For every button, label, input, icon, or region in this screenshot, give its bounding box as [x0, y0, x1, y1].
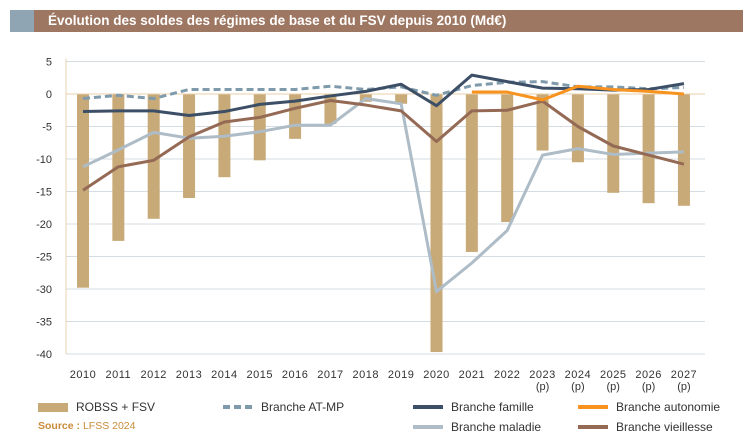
bar-robss-fsv	[183, 94, 196, 198]
x-tick-label: 2021	[459, 369, 485, 381]
source-value: LFSS 2024	[82, 420, 136, 432]
x-tick-label: 2027	[671, 369, 697, 381]
legend-item: Branche famille	[413, 400, 534, 414]
legend-swatch	[578, 405, 608, 409]
legend-item: Branche vieillesse	[578, 420, 713, 434]
bar-robss-fsv	[253, 94, 266, 161]
legend-label: Branche autonomie	[616, 400, 721, 414]
legend-swatch	[578, 425, 608, 429]
line-branche-autonomie	[471, 84, 685, 102]
bar-robss-fsv	[430, 94, 443, 353]
x-tick-label: 2011	[106, 369, 132, 381]
x-tick-label: 2018	[353, 369, 379, 381]
y-tick-label: 5	[46, 57, 52, 69]
legend-item: Branche AT-MP	[223, 400, 344, 414]
y-tick-label: -35	[36, 317, 52, 329]
y-tick-label: -10	[36, 154, 52, 166]
line-branche-maladie	[82, 97, 685, 294]
x-tick-label: 2025	[600, 369, 626, 381]
bar-robss-fsv	[677, 94, 690, 206]
legend-swatch	[38, 402, 68, 412]
x-tick-label: 2013	[176, 369, 202, 381]
chart-header: Évolution des soldes des régimes de base…	[10, 10, 743, 32]
legend-swatch	[413, 425, 443, 429]
x-tick-sublabel: (p)	[642, 381, 655, 393]
legend-item: ROBSS + FSV	[38, 400, 155, 414]
x-tick-sublabel: (p)	[536, 381, 549, 393]
bar-robss-fsv	[642, 94, 655, 204]
legend-item: Branche maladie	[413, 420, 541, 434]
y-tick-label: -15	[36, 187, 52, 199]
x-tick-sublabel: (p)	[571, 381, 584, 393]
x-tick-label: 2026	[635, 369, 661, 381]
x-tick-label: 2010	[70, 369, 96, 381]
y-tick-label: -5	[42, 122, 52, 134]
x-tick-label: 2020	[423, 369, 449, 381]
y-tick-label: -30	[36, 284, 52, 296]
legend-label: ROBSS + FSV	[76, 400, 156, 414]
header-square	[10, 10, 34, 32]
x-tick-label: 2012	[140, 369, 166, 381]
x-tick-label: 2024	[565, 369, 591, 381]
y-tick-label: -40	[36, 349, 52, 361]
legend-label: Branche maladie	[451, 420, 542, 434]
chart-title: Évolution des soldes des régimes de base…	[34, 10, 743, 32]
bar-robss-fsv	[395, 94, 408, 104]
bar-robss-fsv	[77, 94, 89, 288]
bar-robss-fsv	[147, 94, 160, 219]
x-tick-label: 2023	[529, 369, 555, 381]
x-tick-label: 2017	[317, 369, 343, 381]
x-tick-label: 2016	[282, 369, 308, 381]
bar-robss-fsv	[536, 94, 549, 151]
bar-robss-fsv	[289, 94, 302, 139]
y-tick-label: -25	[36, 252, 52, 264]
legend-swatch	[413, 405, 443, 409]
line-branche-vieillesse	[82, 99, 685, 192]
bar-robss-fsv	[501, 94, 514, 223]
legend-label: Branche AT-MP	[261, 400, 345, 414]
legend-swatch	[223, 405, 253, 409]
x-tick-sublabel: (p)	[607, 381, 620, 393]
source-note: Source : LFSS 2024	[38, 420, 135, 432]
bar-robss-fsv	[607, 94, 620, 193]
x-tick-label: 2014	[211, 369, 237, 381]
y-tick-label: 0	[46, 89, 52, 101]
bar-robss-fsv	[465, 94, 478, 252]
x-tick-label: 2022	[494, 369, 520, 381]
x-tick-sublabel: (p)	[677, 381, 690, 393]
source-label: Source :	[38, 420, 81, 432]
line-branche-famille	[82, 73, 685, 117]
bar-robss-fsv	[324, 94, 337, 124]
legend-label: Branche famille	[451, 400, 534, 414]
x-tick-label: 2015	[247, 369, 273, 381]
legend-item: Branche autonomie	[578, 400, 720, 414]
legend-label: Branche vieillesse	[616, 420, 713, 434]
x-tick-label: 2019	[388, 369, 414, 381]
y-tick-label: -20	[36, 219, 52, 231]
